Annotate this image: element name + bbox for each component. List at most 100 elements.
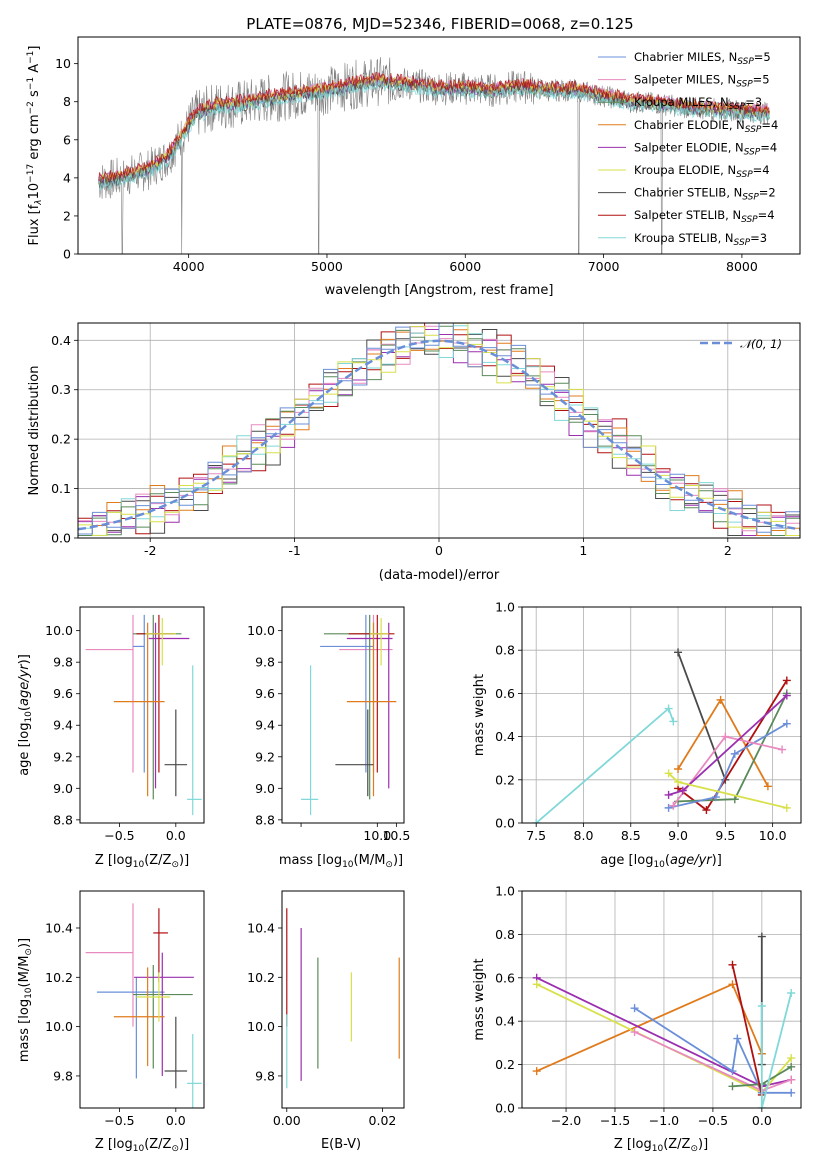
weight-marker	[782, 676, 791, 685]
weight-marker	[664, 704, 673, 713]
x-tick-label: 2	[724, 543, 732, 558]
x-tick-label: 8.0	[574, 828, 594, 843]
x-tick-label: 8000	[726, 259, 758, 274]
y-tick-label: 9.4	[255, 718, 275, 733]
y-tick-label: 0.1	[51, 481, 71, 496]
y-tick-label: 10.0	[247, 623, 275, 638]
weight-marker	[630, 1028, 639, 1037]
y-tick-label: 0.2	[495, 1057, 515, 1072]
x-axis-label: (data-model)/error	[379, 568, 500, 583]
x-axis-label: mass [log10(M/M⊙)]	[279, 853, 403, 870]
weight-line	[760, 992, 793, 1108]
y-tick-label: 1.0	[495, 884, 515, 899]
plot-area	[286, 908, 400, 1089]
x-tick-label: 10.0	[363, 828, 391, 843]
residual-histogram-panel: -2 -1 0 1 2 0.0 0.1 0.2 0.3 0.4 (data-model)/error…	[27, 322, 801, 583]
x-tick-label: 6000	[449, 259, 481, 274]
weight-marker	[787, 1054, 796, 1063]
y-tick-label: 9.0	[53, 781, 73, 796]
x-tick-label: 7.5	[526, 828, 546, 843]
model-spectrum-salpeter-stelib	[98, 71, 770, 181]
y-tick-label: 0.4	[495, 1014, 515, 1029]
weight-series-chabrier-elodie	[532, 980, 766, 1076]
plot-area	[98, 57, 770, 254]
spectrum-panel: 4000 5000 6000 7000 8000 0 2 4 6 8 10 wavelength [A…	[26, 36, 801, 298]
weight-marker	[782, 803, 791, 812]
error-bar-point-chabrier-elodie	[113, 967, 165, 1067]
weight-marker	[669, 717, 678, 726]
y-axis-label: mass [log10(M/M⊙)]	[17, 938, 34, 1062]
weight-marker	[787, 1062, 796, 1071]
x-tick-label: 0.0	[166, 828, 186, 843]
y-tick-label: 0.4	[51, 333, 71, 348]
error-bar-point-chabrier-stelib	[335, 709, 374, 797]
error-bar-point-chabrier-elodie	[346, 622, 397, 797]
x-axis-label: Z [log10(Z/Z⊙)]	[95, 1137, 189, 1154]
y-tick-label: 0.0	[495, 1101, 515, 1116]
age-vs-metallicity-panel: −0.5 0.0 8.8 9.0 9.2 9.4 9.6 9.8 10.0 Z [log10(Z/…	[17, 606, 205, 870]
x-tick-label: 9.0	[668, 828, 688, 843]
weight-marker	[728, 1067, 737, 1076]
y-axis-label: mass weight	[472, 958, 487, 1040]
error-bar-point-salpeter-miles	[85, 614, 134, 773]
y-tick-label: 0.0	[495, 816, 515, 831]
error-bar-point-chabrier-miles	[96, 977, 165, 1079]
y-tick-label: 9.8	[53, 655, 73, 670]
weight-marker	[728, 980, 737, 989]
weight-line	[677, 652, 727, 781]
model-spectrum-kroupa-stelib	[98, 79, 770, 191]
y-tick-label: 10	[55, 56, 71, 71]
x-tick-label: -2	[144, 543, 156, 558]
axes-frame	[79, 890, 205, 1109]
normal-curve	[78, 339, 800, 531]
y-axis-label: Flux [fλ10−17 erg cm−2 s−1 A−1]	[26, 46, 44, 246]
weight-marker	[664, 803, 673, 812]
weight-marker	[702, 806, 711, 815]
plot-area	[301, 614, 397, 816]
error-bar-point-chabrier-elodie	[113, 622, 165, 797]
legend-entry: Salpeter ELODIE, NSSP=4	[634, 140, 777, 157]
y-tick-label: 9.8	[255, 655, 275, 670]
y-tick-label: 9.0	[255, 781, 275, 796]
weight-marker	[787, 988, 796, 997]
x-axis-label: wavelength [Angstrom, rest frame]	[325, 283, 554, 298]
y-tick-label: 10.0	[45, 623, 73, 638]
y-tick-label: 0.2	[495, 772, 515, 787]
error-bar-point-kroupa-stelib	[187, 665, 202, 816]
mass-vs-extinction-panel: 0.00 0.02 9.8 10.0 10.2 10.4 E(B-V)	[247, 890, 405, 1152]
axes-frame	[281, 890, 405, 1109]
weight-series-kroupa-stelib	[532, 704, 678, 823]
plot-area	[532, 932, 796, 1108]
y-tick-label: 9.8	[53, 1068, 73, 1083]
y-tick-label: 0.2	[51, 432, 71, 447]
y-tick-label: 6	[63, 132, 71, 147]
error-bar-point-chabrier-miles	[320, 614, 374, 773]
error-bar-point-kroupa-miles	[323, 614, 384, 800]
y-tick-label: 0.6	[495, 970, 515, 985]
weight-marker	[763, 782, 772, 791]
error-bar-point-salpeter-elodie	[148, 622, 190, 789]
weight-series-kroupa-elodie	[664, 769, 791, 812]
weight-marker	[669, 801, 678, 810]
x-tick-label: 0	[435, 543, 443, 558]
weight-marker	[728, 960, 737, 969]
weight-marker	[730, 795, 739, 804]
y-tick-label: 9.6	[255, 686, 275, 701]
legend-entry: Chabrier MILES, NSSP=5	[634, 50, 771, 67]
weight-marker	[787, 1088, 796, 1097]
legend-entry: Salpeter MILES, NSSP=5	[634, 73, 770, 90]
x-tick-label: -1	[288, 543, 300, 558]
plot-area	[532, 648, 791, 823]
weight-marker	[664, 790, 673, 799]
axes-frame	[521, 890, 802, 1109]
y-tick-label: 10.2	[45, 970, 73, 985]
weight-vs-age-panel: 7.5 8.0 8.5 9.0 9.5 10.0 0.0 0.2 0.4 0.6 0.8 1.0 mas…	[472, 600, 802, 870]
y-tick-label: 10.0	[247, 1019, 275, 1034]
mass-vs-metallicity-panel: −0.5 0.0 9.8 10.0 10.2 10.4 Z [log10(Z/Z⊙)] mas…	[17, 890, 205, 1154]
weight-marker	[630, 1004, 639, 1013]
error-bar-point-salpeter-miles	[85, 903, 134, 1027]
weight-marker	[787, 1075, 796, 1084]
error-bar-point-chabrier-stelib	[164, 1016, 188, 1089]
y-tick-label: 2	[63, 208, 71, 223]
legend-entry: Chabrier STELIB, NSSP=2	[634, 186, 776, 203]
